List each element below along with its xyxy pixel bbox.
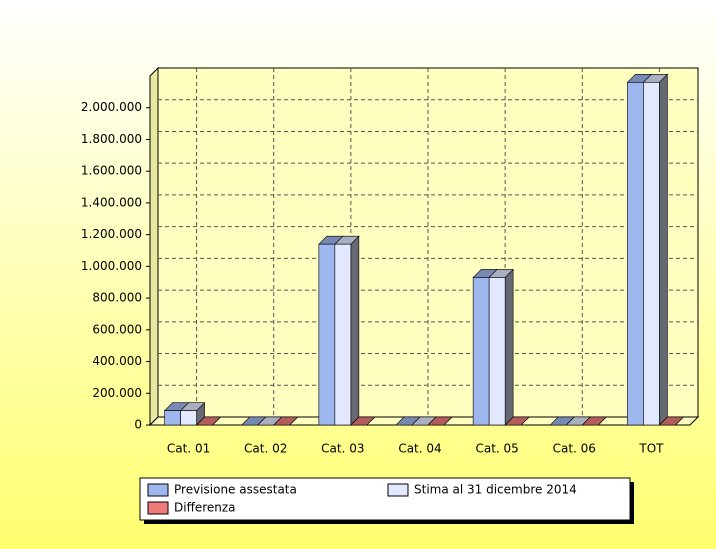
x-tick-label: Cat. 03 (321, 442, 364, 456)
bar (472, 277, 490, 426)
bar-top (195, 416, 222, 426)
y-tick-label: 2.000.000 (81, 100, 142, 114)
legend: Previsione assestata Stima al 31 dicembre… (139, 477, 634, 524)
bar (318, 243, 336, 426)
plot-area: 0 200.000 400.000 600.000 800.000 1.000.000 1.… (81, 66, 700, 456)
bar (488, 277, 506, 426)
y-tick-label: 1.400.000 (81, 195, 142, 209)
x-tick-label: Cat. 01 (167, 442, 210, 456)
y-tick-label: 400.000 (92, 354, 142, 368)
bar-side (504, 268, 514, 426)
y-tick-label: 800.000 (92, 291, 142, 305)
x-tick-label: Cat. 06 (553, 442, 596, 456)
y-tick-label: 0 (134, 418, 142, 432)
bar (180, 410, 197, 426)
legend-label: Previsione assestata (174, 483, 297, 497)
left-wall (149, 66, 159, 427)
legend-label: Stima al 31 dicembre 2014 (414, 483, 577, 497)
x-tick-label: Cat. 02 (244, 442, 287, 456)
y-tick-label: 1.600.000 (81, 164, 142, 178)
bar-top (272, 416, 299, 426)
bar-top (581, 416, 608, 426)
y-tick-label: 200.000 (92, 386, 142, 400)
bar (643, 82, 660, 426)
bar-side (659, 73, 668, 426)
bar (164, 410, 181, 426)
bar (627, 82, 644, 426)
legend-box (139, 477, 631, 521)
y-tick-label: 1.000.000 (81, 259, 142, 273)
y-tick-label: 1.200.000 (81, 227, 142, 241)
bar (334, 243, 352, 426)
legend-swatch (387, 483, 409, 497)
bar-top (350, 416, 376, 426)
x-tick-label: Cat. 05 (475, 442, 518, 456)
bar-side (350, 235, 360, 426)
x-tick-label: Cat. 04 (398, 442, 441, 456)
bar-top (658, 416, 685, 426)
legend-label: Differenza (174, 501, 236, 515)
y-tick-label: 600.000 (92, 322, 142, 336)
legend-swatch (147, 501, 169, 515)
x-tick-label: TOT (638, 442, 664, 456)
y-tick-label: 1.800.000 (81, 132, 142, 146)
legend-swatch (147, 483, 169, 497)
bar-top (427, 416, 453, 426)
bar-top (504, 416, 530, 426)
